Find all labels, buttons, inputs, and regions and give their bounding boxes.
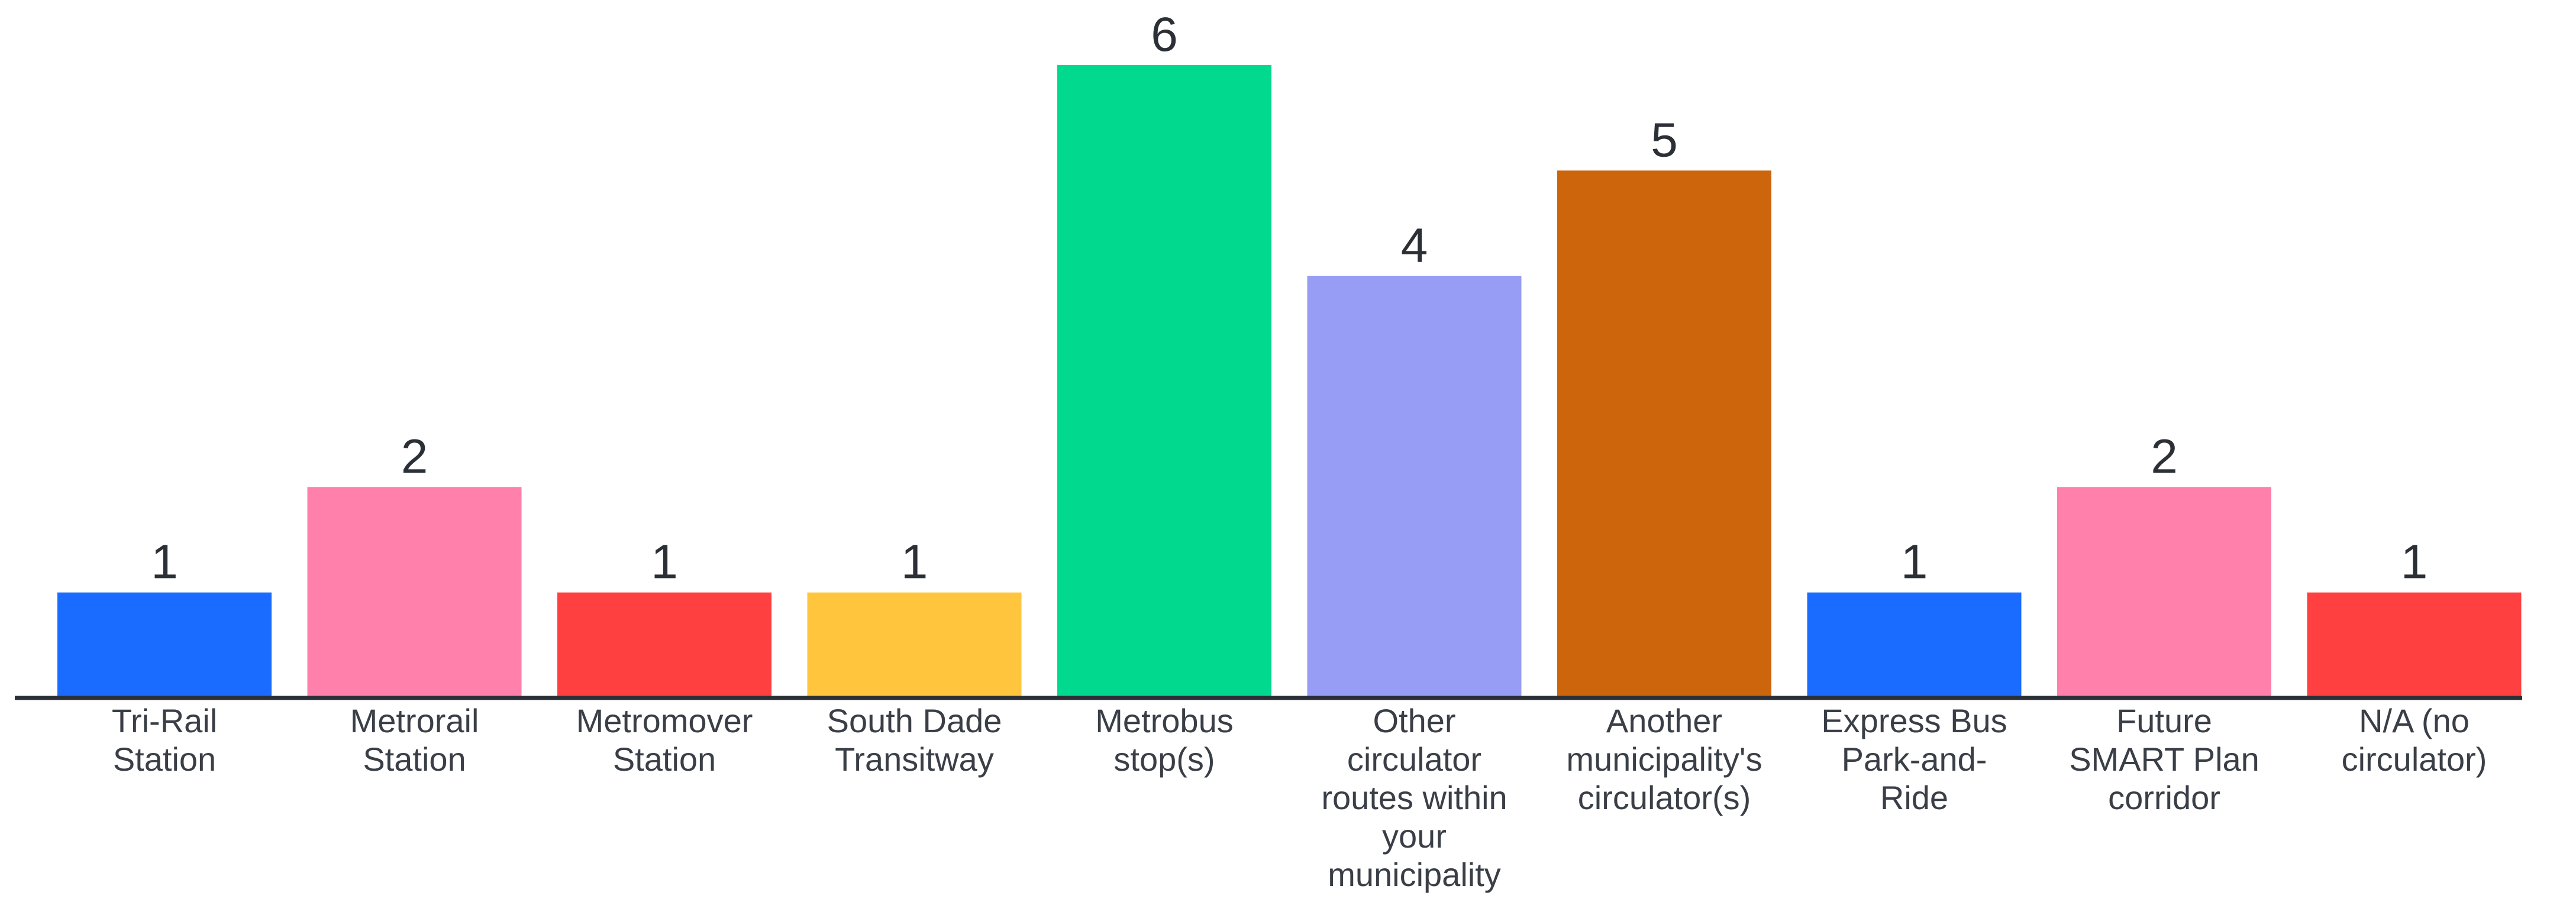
tick-label-express-bus-park-and-ride: Express Bus Park-and-Ride (1821, 702, 2007, 816)
tick-label-other-circulator-routes-within-your-municipality: Other circulator routes within your municipa… (1321, 702, 1507, 893)
data-label-metromover-station: 1 (651, 535, 678, 589)
tick-label-line: N/A (no (2359, 702, 2470, 739)
tick-label-line: Metrorail (350, 702, 479, 739)
data-label-another-municipality-s-circulator-s: 5 (1651, 113, 1678, 167)
bar-future-smart-plan-corridor (2057, 487, 2271, 698)
data-label-metrobus-stop-s: 6 (1151, 8, 1178, 62)
bar-metromover-station (557, 592, 771, 698)
tick-label-metrobus-stop-s: Metrobus stop(s) (1095, 702, 1233, 778)
data-label-tri-rail-station: 1 (151, 535, 178, 589)
tick-label-line: Tri-Rail (112, 702, 217, 739)
tick-label-line: corridor (2108, 779, 2220, 816)
bar-n-a-no-circulator (2307, 592, 2522, 698)
bar-tri-rail-station (57, 592, 272, 698)
bars-layer (57, 65, 2522, 699)
tick-label-line: SMART Plan (2069, 741, 2259, 778)
data-label-other-circulator-routes-within-your-municipality: 4 (1401, 219, 1428, 273)
tick-label-metromover-station: Metromover Station (576, 702, 753, 778)
tick-label-line: your (1382, 817, 1447, 855)
tick-label-line: South Dade (827, 702, 1002, 739)
bar-other-circulator-routes-within-your-municipality (1307, 276, 1522, 699)
tick-label-line: routes within (1321, 779, 1507, 816)
tick-label-line: Park-and- (1842, 741, 1987, 778)
tick-label-line: Express Bus (1821, 702, 2007, 739)
value-labels-layer: 1 2 1 1 6 4 5 1 2 1 (151, 8, 2427, 589)
data-label-south-dade-transitway: 1 (901, 535, 928, 589)
tick-label-line: stop(s) (1113, 741, 1215, 778)
tick-label-line: circulator(s) (1578, 779, 1751, 816)
tick-label-line: Another (1606, 702, 1722, 739)
tick-label-south-dade-transitway: South Dade Transitway (827, 702, 1002, 778)
data-label-future-smart-plan-corridor: 2 (2151, 429, 2178, 483)
tick-label-line: Station (113, 741, 216, 778)
tick-label-metrorail-station: Metrorail Station (350, 702, 479, 778)
tick-label-future-smart-plan-corridor: Future SMART Plan corridor (2069, 702, 2259, 816)
tick-label-line: Ride (1880, 779, 1948, 816)
tick-label-line: circulator (1347, 741, 1481, 778)
tick-label-line: municipality's (1566, 741, 1762, 778)
tick-label-tri-rail-station: Tri-Rail Station (112, 702, 217, 778)
bar-another-municipality-s-circulator-s (1557, 170, 1771, 698)
tick-label-n-a-no-circulator: N/A (no circulator) (2342, 702, 2487, 778)
bar-south-dade-transitway (807, 592, 1022, 698)
bar-metrobus-stop-s (1057, 65, 1271, 698)
tick-label-line: Station (363, 741, 466, 778)
tick-label-line: Future (2116, 702, 2212, 739)
bar-express-bus-park-and-ride (1807, 592, 2022, 698)
tick-label-line: Transitway (835, 741, 994, 778)
bar-metrorail-station (307, 487, 522, 698)
tick-label-line: Metrobus (1095, 702, 1233, 739)
data-label-metrorail-station: 2 (401, 429, 428, 483)
data-label-express-bus-park-and-ride: 1 (1901, 535, 1928, 589)
tick-label-line: Station (613, 741, 716, 778)
tick-label-line: municipality (1328, 856, 1501, 893)
tick-label-line: Other (1373, 702, 1455, 739)
data-label-n-a-no-circulator: 1 (2401, 535, 2428, 589)
tick-label-line: Metromover (576, 702, 753, 739)
tick-label-line: circulator) (2342, 741, 2487, 778)
tick-label-another-municipality-s-circulator-s: Another municipality's circulator(s) (1566, 702, 1762, 816)
